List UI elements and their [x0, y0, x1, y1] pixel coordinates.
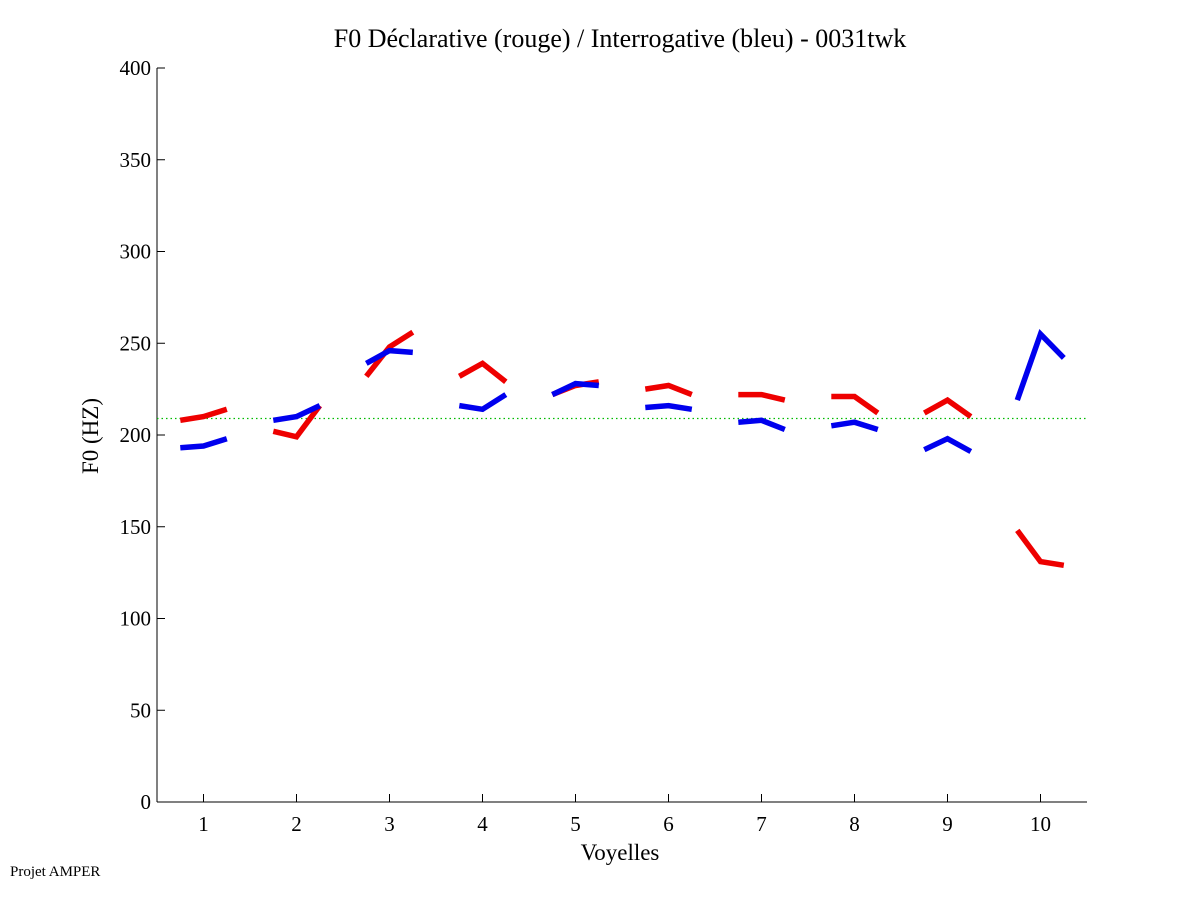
interrogative-segment-5: [551, 380, 600, 398]
y-tick-label: 350: [120, 148, 152, 172]
y-tick-label: 50: [130, 698, 151, 722]
declarative-segment-9: [922, 396, 973, 419]
x-tick-label: 8: [849, 812, 860, 836]
x-tick-label: 6: [663, 812, 674, 836]
declarative-segment-6: [644, 382, 693, 398]
x-axis-label: Voyelles: [581, 840, 660, 865]
y-axis-label: F0 (HZ): [78, 398, 103, 474]
interrogative-segment-10: [1014, 329, 1066, 402]
interrogative-segment-6: [645, 402, 693, 413]
x-tick-label: 3: [384, 812, 395, 836]
x-tick-label: 7: [756, 812, 767, 836]
declarative-segment-8: [831, 393, 880, 416]
declarative-segment-3: [364, 329, 415, 379]
y-tick-label: 100: [120, 607, 152, 631]
declarative-segment-4: [457, 360, 508, 384]
interrogative-segment-1: [180, 436, 228, 451]
declarative-segment-10: [1015, 528, 1065, 569]
x-tick-label: 10: [1030, 812, 1051, 836]
plot-area: 0 50 100 150 200 250 300 350 400 1 2 3 4 5 6 7 8 9 10: [120, 56, 1087, 836]
interrogative-segment-3: [364, 347, 414, 366]
x-tick-label: 5: [570, 812, 581, 836]
y-tick-label: 200: [120, 423, 152, 447]
chart-title: F0 Déclarative (rouge) / Interrogative (…: [334, 24, 907, 53]
declarative-segment-1: [179, 406, 228, 424]
interrogative-segment-7: [738, 417, 786, 433]
y-tick-label: 250: [120, 331, 152, 355]
x-tick-label: 1: [198, 812, 209, 836]
declarative-segment-2: [272, 403, 323, 440]
y-tick-label: 300: [120, 240, 152, 264]
y-tick-label: 400: [120, 56, 152, 80]
interrogative-segment-8: [830, 419, 879, 433]
interrogative-segment-2: [272, 403, 321, 424]
declarative-segment-7: [738, 391, 786, 403]
interrogative-segment-4: [458, 392, 508, 413]
footer-credit: Projet AMPER: [10, 864, 101, 880]
x-tick-label: 4: [477, 812, 488, 836]
y-tick-label: 0: [141, 790, 152, 814]
x-tick-label: 2: [291, 812, 302, 836]
x-tick-label: 9: [942, 812, 953, 836]
y-tick-label: 150: [120, 515, 152, 539]
interrogative-segment-9: [923, 435, 973, 454]
